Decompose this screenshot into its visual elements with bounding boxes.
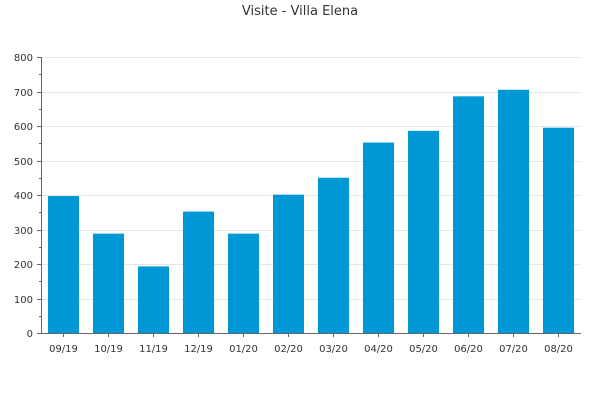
bar bbox=[137, 266, 170, 333]
x-tick-label: 10/19 bbox=[94, 344, 123, 355]
y-tick-label: 600 bbox=[14, 122, 33, 133]
bar bbox=[47, 196, 80, 333]
x-tick-label: 03/20 bbox=[319, 344, 348, 355]
y-tick-label: 400 bbox=[14, 191, 33, 202]
chart-title: Visite - Villa Elena bbox=[241, 4, 359, 19]
x-tick-label: 08/20 bbox=[544, 344, 573, 355]
bar bbox=[542, 127, 575, 333]
bar bbox=[92, 233, 125, 333]
axes bbox=[37, 57, 581, 337]
x-tick-label: 09/19 bbox=[49, 344, 78, 355]
bar bbox=[407, 130, 440, 333]
x-tick-labels: 09/19 10/19 11/19 12/19 01/20 02/20 03/20 04/20… bbox=[49, 344, 573, 355]
x-tick-label: 07/20 bbox=[499, 344, 528, 355]
bar bbox=[182, 211, 215, 333]
y-tick-label: 300 bbox=[14, 226, 33, 237]
y-tick-label: 0 bbox=[27, 329, 33, 340]
y-tick-label: 200 bbox=[14, 260, 33, 271]
y-tick-label: 500 bbox=[14, 157, 33, 168]
y-tick-label: 100 bbox=[14, 295, 33, 306]
x-tick-label: 04/20 bbox=[364, 344, 393, 355]
bar bbox=[452, 96, 485, 333]
bars bbox=[47, 89, 575, 333]
x-tick-label: 05/20 bbox=[409, 344, 438, 355]
x-tick-label: 06/20 bbox=[454, 344, 483, 355]
x-tick-label: 11/19 bbox=[139, 344, 168, 355]
bar bbox=[272, 194, 305, 333]
y-tick-labels: 0 100 200 300 400 500 600 700 800 bbox=[14, 53, 33, 340]
gridlines bbox=[41, 57, 581, 300]
bar bbox=[362, 142, 395, 333]
bar bbox=[497, 89, 530, 333]
bar bbox=[317, 177, 350, 333]
x-tick-label: 02/20 bbox=[274, 344, 303, 355]
y-tick-label: 700 bbox=[14, 88, 33, 99]
bar bbox=[227, 233, 260, 333]
x-tick-label: 12/19 bbox=[184, 344, 213, 355]
x-tick-label: 01/20 bbox=[229, 344, 258, 355]
y-tick-label: 800 bbox=[14, 53, 33, 64]
